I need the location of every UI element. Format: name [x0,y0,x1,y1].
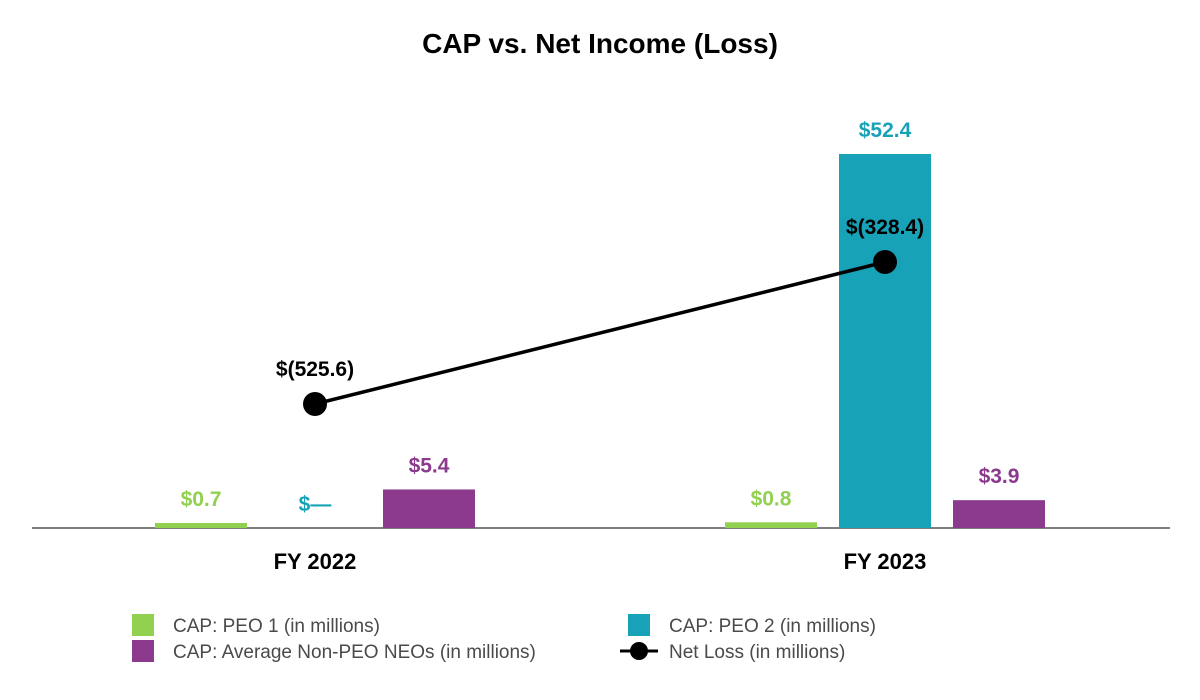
legend-swatch [132,614,154,636]
legend-label: CAP: Average Non-PEO NEOs (in millions) [173,642,536,663]
bar-1-fy-2023 [725,522,817,528]
bar-3-fy-2022 [383,489,475,528]
bar-label-1-2: $0.8 [751,487,792,510]
bar-1-fy-2022 [155,523,247,528]
net-loss-layer: $(525.6) $(328.4) [276,216,924,416]
net-loss-line [314,260,886,406]
bar-3-fy-2023 [953,500,1045,528]
legend-swatch [132,640,154,662]
legend: CAP: PEO 1 (in millions) CAP: PEO 2 (in m… [132,614,876,663]
x-tick-label: FY 2023 [844,549,927,574]
bar-label-3-1: $5.4 [409,454,450,477]
net-loss-point [303,392,327,416]
net-loss-label: $(525.6) [276,358,354,381]
net-loss-point [873,250,897,274]
bar-label-1-1: $0.7 [181,488,222,511]
bar-2-fy-2023 [839,154,931,528]
legend-label: Net Loss (in millions) [669,642,845,663]
bars-layer: $0.7 $0.8 $— $52.4 $5.4 $3.9 [155,119,1045,528]
bar-label-2-1: $— [299,493,332,516]
chart-title: CAP vs. Net Income (Loss) [422,28,778,59]
net-loss-label: $(328.4) [846,216,924,239]
legend-swatch [628,614,650,636]
category-labels: FY 2022 FY 2023 [274,549,927,574]
x-tick-label: FY 2022 [274,549,357,574]
bar-label-3-2: $3.9 [979,465,1020,488]
bar-label-2-2: $52.4 [859,119,912,142]
legend-label: CAP: PEO 1 (in millions) [173,616,380,637]
legend-label: CAP: PEO 2 (in millions) [669,616,876,637]
legend-marker [630,642,648,660]
